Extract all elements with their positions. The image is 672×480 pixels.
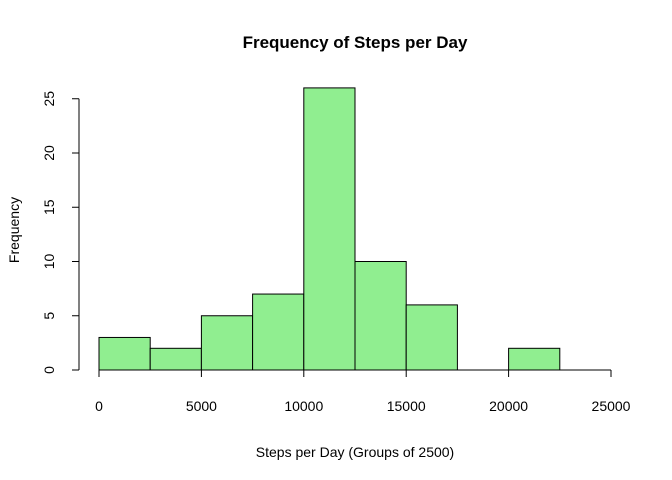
y-tick-label: 10 — [41, 254, 57, 270]
y-axis: 0 5 10 15 20 25 — [41, 91, 80, 374]
histogram-bar — [252, 293, 305, 371]
chart-title: Frequency of Steps per Day — [243, 33, 468, 52]
histogram-bar — [149, 347, 202, 371]
x-tick-label: 10000 — [284, 398, 323, 414]
histogram-bar — [405, 304, 458, 371]
bars-group — [98, 87, 561, 371]
x-axis-label: Steps per Day (Groups of 2500) — [256, 444, 454, 460]
x-tick-label: 20000 — [489, 398, 528, 414]
x-tick-label: 0 — [95, 398, 103, 414]
histogram-bar — [508, 347, 561, 371]
histogram-bar — [354, 261, 407, 371]
x-tick-label: 5000 — [186, 398, 217, 414]
y-tick-label: 25 — [41, 91, 57, 107]
y-tick-label: 0 — [41, 366, 57, 374]
y-axis-label: Frequency — [6, 197, 22, 263]
x-tick-label: 25000 — [592, 398, 631, 414]
x-tick-label: 15000 — [387, 398, 426, 414]
histogram-bar — [98, 336, 151, 371]
histogram-bar — [200, 315, 254, 371]
y-tick-label: 15 — [41, 199, 57, 215]
y-tick-label: 20 — [41, 145, 57, 161]
histogram-bar — [303, 87, 356, 371]
y-tick-label: 5 — [41, 312, 57, 320]
x-axis: 0 5000 10000 15000 20000 25000 — [95, 369, 631, 414]
